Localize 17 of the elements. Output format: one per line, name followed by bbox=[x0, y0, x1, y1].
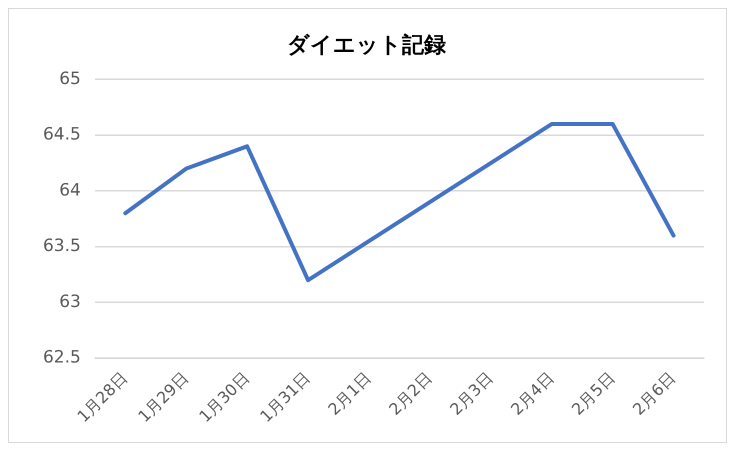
x-tick-label: 1月30日 bbox=[195, 368, 253, 426]
y-tick-label: 65 bbox=[59, 68, 81, 89]
x-tick-label: 2月5日 bbox=[568, 368, 618, 419]
x-tick-label: 2月3日 bbox=[446, 368, 497, 419]
y-tick-label: 64.5 bbox=[42, 124, 81, 145]
x-tick-label: 2月1日 bbox=[324, 368, 375, 419]
x-tick-label: 2月2日 bbox=[385, 368, 436, 419]
chart-title: ダイエット記録 bbox=[287, 32, 446, 58]
x-tick-label: 2月6日 bbox=[628, 368, 680, 419]
y-tick-label: 62.5 bbox=[42, 348, 81, 368]
x-tick-label: 1月28日 bbox=[73, 368, 132, 426]
y-tick-label: 63.5 bbox=[42, 236, 81, 256]
x-tick-label: 2月4日 bbox=[507, 368, 558, 419]
x-tick-label: 1月31日 bbox=[256, 368, 314, 426]
x-tick-label: 1月29日 bbox=[134, 368, 192, 426]
y-tick-label: 63 bbox=[59, 292, 81, 312]
y-tick-label: 64 bbox=[59, 180, 81, 200]
